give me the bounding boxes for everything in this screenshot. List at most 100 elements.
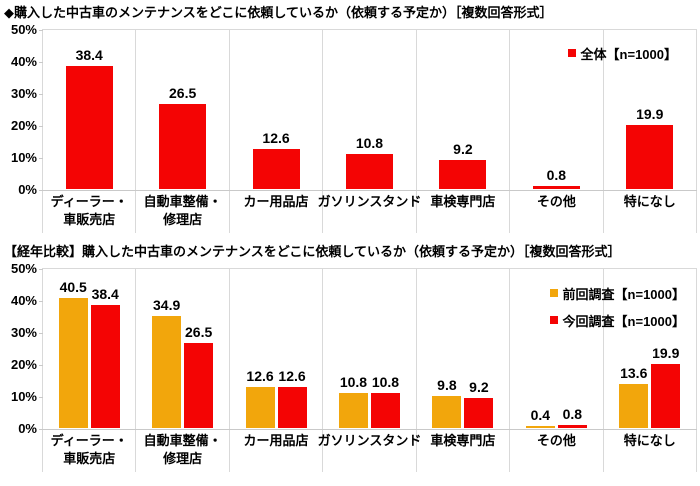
bar-value-label: 26.5	[185, 323, 213, 340]
bar-group: 12.6	[230, 130, 322, 189]
bar-group: 9.2	[417, 141, 509, 189]
y-tick-label: 40%	[10, 53, 37, 69]
bar-group: 0.8	[510, 167, 602, 189]
y-tick-label: 50%	[10, 21, 37, 37]
bar-value-label: 34.9	[153, 297, 181, 314]
bar-value-label: 12.6	[262, 129, 290, 146]
category-column: 12.6 12.6 カー用品店	[230, 268, 324, 472]
bar-value-label: 26.5	[169, 85, 197, 102]
y-tick-label: 50%	[10, 260, 37, 276]
bar-value-label: 13.6	[620, 365, 648, 382]
bar-group: 34.9 26.5	[136, 297, 228, 428]
y-tick-mark	[39, 396, 43, 398]
bar: 19.9	[626, 106, 674, 189]
legend: 全体【n=1000】	[567, 44, 677, 63]
category-column: 12.6 カー用品店	[230, 29, 324, 233]
chart-block-yearly-comparison: 【経年比較】購入した中古車のメンテナンスをどこに依頼しているか（依頼する予定か）…	[4, 244, 700, 472]
category-label: 車検専門店	[430, 432, 496, 448]
chart-title-overall: ◆購入した中古車のメンテナンスをどこに依頼しているか（依頼する予定か）［複数回答…	[4, 5, 553, 20]
bar: 0.8	[532, 167, 580, 189]
legend-swatch	[549, 316, 558, 325]
bar-value-label: 10.8	[371, 374, 400, 391]
y-tick-label: 10%	[10, 388, 37, 404]
category-label: カー用品店	[243, 432, 309, 448]
y-tick-label: 30%	[10, 324, 37, 340]
y-tick-mark	[39, 268, 43, 270]
category-column: 38.4 ディーラー・ 車販売店	[43, 29, 137, 233]
bar: 9.2	[439, 141, 487, 189]
bar-value-label: 19.9	[636, 106, 664, 123]
y-tick-mark	[39, 364, 43, 366]
bar: 0.8	[557, 406, 587, 428]
bar: 12.6	[277, 368, 307, 428]
legend-label: 今回調査【n=1000】	[562, 313, 685, 329]
y-tick-mark	[39, 157, 43, 159]
y-tick-label: 20%	[10, 356, 37, 372]
category-label: 自動車整備・ 修理店	[143, 193, 222, 228]
category-column: 9.2 車検専門店	[417, 29, 511, 233]
bar: 0.4	[525, 407, 555, 428]
bar-value-label: 0.8	[562, 406, 583, 423]
legend-label: 全体【n=1000】	[580, 46, 677, 62]
y-tick-mark	[39, 332, 43, 334]
bar-group: 40.5 38.4	[43, 279, 135, 428]
bar-value-label: 0.4	[530, 407, 551, 424]
y-tick-mark	[39, 428, 43, 430]
category-column: 19.9 特になし	[604, 29, 697, 233]
y-tick-mark	[39, 300, 43, 302]
category-label: カー用品店	[243, 193, 309, 209]
category-column: 0.4 0.8 その他	[510, 268, 604, 472]
x-axis-line	[43, 428, 697, 430]
bar-value-label: 9.2	[453, 140, 473, 157]
y-tick-mark	[39, 189, 43, 191]
y-tick-label: 20%	[10, 117, 37, 133]
bar-value-label: 10.8	[355, 135, 384, 152]
bar-group: 19.9	[604, 106, 696, 189]
legend-swatch	[549, 289, 558, 298]
bar-value-label: 38.4	[75, 47, 103, 63]
legend-swatch	[567, 49, 576, 58]
legend: 前回調査【n=1000】 今回調査【n=1000】	[549, 284, 685, 330]
bar: 12.6	[252, 130, 300, 189]
bar: 34.9	[152, 297, 182, 428]
chart-block-overall: ◆購入した中古車のメンテナンスをどこに依頼しているか（依頼する予定か）［複数回答…	[4, 5, 700, 233]
category-column: 9.8 9.2 車検専門店	[417, 268, 511, 472]
legend-label: 前回調査【n=1000】	[562, 286, 685, 302]
bar-value-label: 9.8	[437, 377, 457, 394]
y-tick-label: 0%	[18, 181, 37, 197]
category-column: 10.8 ガソリンスタンド	[318, 29, 421, 233]
bar-value-label: 19.9	[652, 345, 680, 362]
bar: 9.2	[464, 379, 494, 428]
bar-group: 9.8 9.2	[417, 377, 509, 428]
category-label: 自動車整備・ 修理店	[143, 432, 222, 466]
category-label: 車検専門店	[430, 193, 496, 209]
category-column: 0.8 その他	[510, 29, 604, 233]
plot-area: 38.4 ディーラー・ 車販売店 26.5 自動車整備・ 修理店 12.6 カー用品店 10.8…	[11, 22, 697, 233]
y-tick-mark	[39, 29, 43, 31]
bar-chart-yearly-comparison: 40.5 38.4 ディーラー・ 車販売店 34.9 26.5 自動車整備・ 修理店 12.6 1…	[11, 261, 697, 472]
bar-value-label: 10.8	[339, 374, 368, 391]
category-label: ディーラー・ 車販売店	[50, 432, 128, 466]
bar-group: 10.8 10.8	[323, 374, 415, 428]
bar: 38.4	[65, 47, 113, 189]
y-tick-label: 40%	[10, 292, 37, 308]
legend-item: 全体【n=1000】	[567, 44, 677, 63]
bar: 26.5	[184, 324, 214, 428]
category-label: 特になし	[623, 432, 676, 448]
chart-title-yearly-comparison: 【経年比較】購入した中古車のメンテナンスをどこに依頼しているか（依頼する予定か）…	[4, 243, 621, 259]
bar: 40.5	[58, 279, 88, 428]
category-label: その他	[536, 193, 576, 209]
bar-value-label: 12.6	[246, 368, 274, 385]
bar-group: 38.4	[43, 47, 135, 189]
category-column: 34.9 26.5 自動車整備・ 修理店	[136, 268, 230, 472]
bar-value-label: 0.8	[546, 167, 567, 184]
bar: 10.8	[370, 374, 400, 428]
category-column: 13.6 19.9 特になし	[604, 268, 697, 472]
bar: 9.8	[432, 377, 462, 428]
y-tick-mark	[39, 125, 43, 127]
bar: 38.4	[90, 286, 120, 428]
bar-value-label: 12.6	[278, 368, 306, 385]
legend-item: 前回調査【n=1000】	[549, 284, 685, 303]
y-tick-label: 0%	[18, 420, 37, 436]
